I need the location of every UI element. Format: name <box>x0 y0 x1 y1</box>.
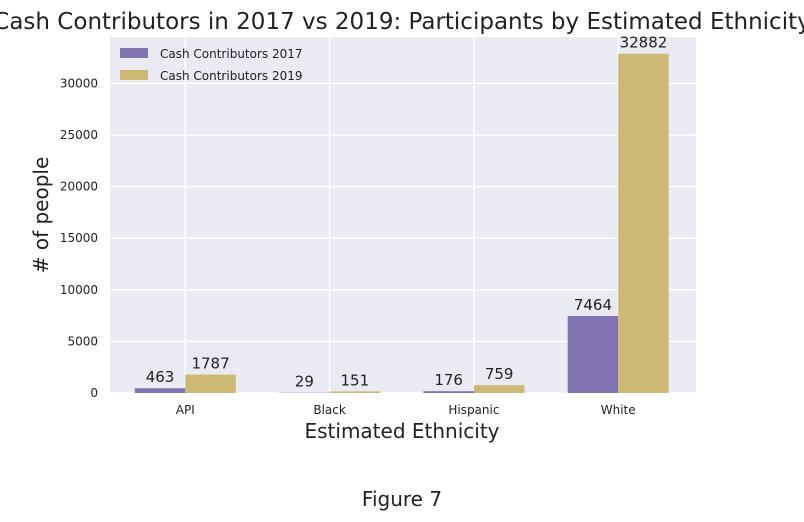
y-tick-label: 10000 <box>60 283 98 297</box>
y-tick-label: 20000 <box>60 180 98 194</box>
bar-value-label: 32882 <box>620 34 668 52</box>
x-axis-ticks: API Black Hispanic White <box>176 403 636 417</box>
legend: Cash Contributors 2017 Cash Contributors … <box>120 47 303 83</box>
x-axis-label: Estimated Ethnicity <box>304 419 499 443</box>
y-tick-label: 0 <box>90 386 98 400</box>
bar-value-label: 151 <box>341 371 370 389</box>
legend-swatch <box>120 48 148 58</box>
bar-value-label: 176 <box>434 371 463 389</box>
bar-value-label: 463 <box>146 368 175 386</box>
x-tick-label: Black <box>313 403 346 417</box>
figure-caption: Figure 7 <box>361 487 443 511</box>
bar-value-label: 759 <box>485 365 514 383</box>
bar-2019 <box>618 53 669 393</box>
y-tick-label: 5000 <box>67 334 98 348</box>
bar-2017 <box>567 315 619 393</box>
y-axis-label: # of people <box>29 157 53 274</box>
y-tick-label: 25000 <box>60 128 98 142</box>
y-tick-label: 30000 <box>60 76 98 90</box>
bar-value-label: 7464 <box>574 296 612 314</box>
bars <box>134 53 669 393</box>
legend-label: Cash Contributors 2017 <box>160 47 303 61</box>
bar-chart: Cash Contributors in 2017 vs 2019: Parti… <box>0 9 804 443</box>
bar-value-labels: 463 1787 29 151 176 759 7464 32882 <box>146 34 668 391</box>
legend-swatch <box>120 70 148 80</box>
bar-value-label: 29 <box>295 373 314 391</box>
legend-label: Cash Contributors 2019 <box>160 69 303 83</box>
chart-title: Cash Contributors in 2017 vs 2019: Parti… <box>0 9 804 35</box>
bar-2019 <box>329 391 381 393</box>
x-tick-label: White <box>601 403 636 417</box>
x-tick-label: API <box>176 403 195 417</box>
x-tick-label: Hispanic <box>448 403 499 417</box>
bar-2019 <box>185 374 236 393</box>
y-axis-ticks: 0 5000 10000 15000 20000 25000 30000 <box>60 76 98 400</box>
y-tick-label: 15000 <box>60 231 98 245</box>
bar-2017 <box>134 388 186 393</box>
bar-2019 <box>473 385 525 393</box>
bar-value-label: 1787 <box>191 355 229 373</box>
bar-2017 <box>423 391 474 393</box>
